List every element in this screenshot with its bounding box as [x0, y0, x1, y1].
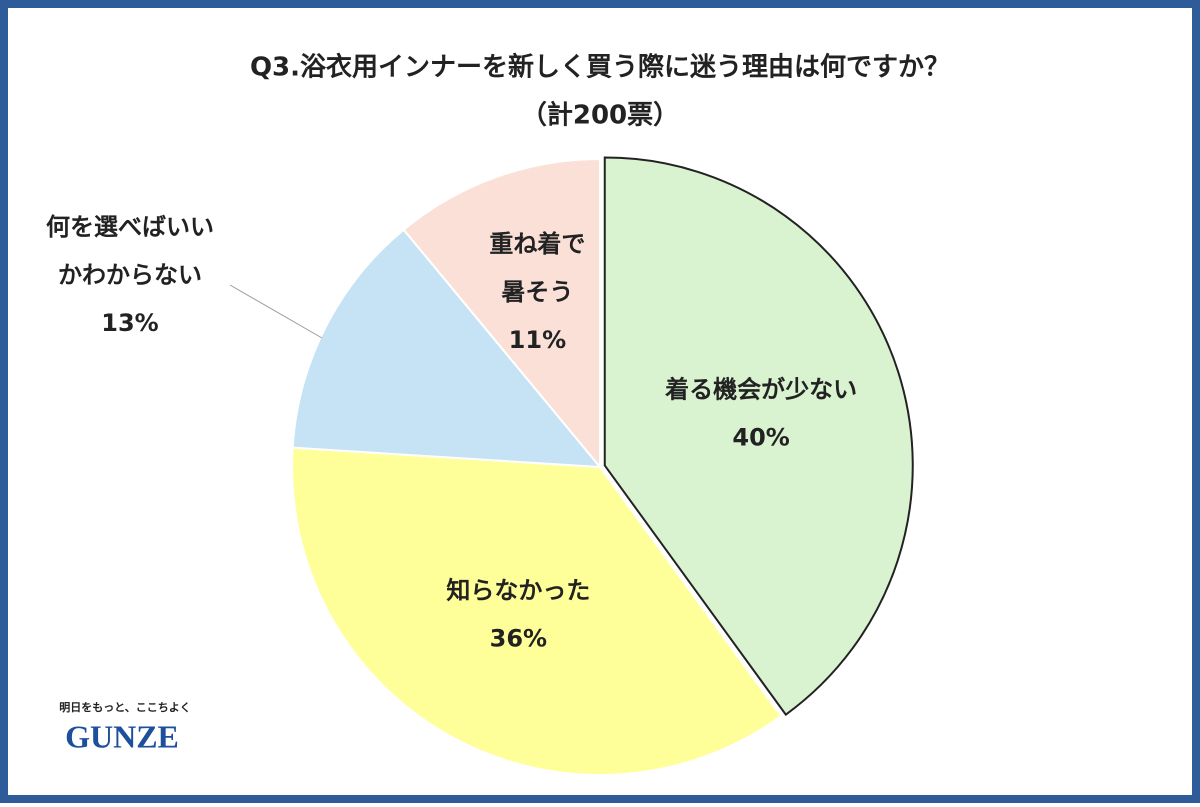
pie-slice — [291, 228, 603, 469]
pie-slice — [402, 157, 601, 470]
slice-label: 着る機会が少ない — [665, 376, 857, 404]
slice-label: 知らなかった — [446, 576, 590, 604]
pie-slice — [603, 156, 914, 717]
pie-slice — [291, 446, 783, 776]
slice-label: 何を選べばいい — [46, 213, 214, 241]
chart-title: Q3.浴衣用インナーを新しく買う際に迷う理由は何ですか？ — [250, 52, 950, 83]
logo-name: GUNZE — [65, 718, 179, 754]
value-label: 13% — [101, 309, 158, 337]
chart-subtitle: （計200票） — [521, 100, 679, 131]
leader-line — [229, 284, 323, 339]
value-label: 36% — [490, 624, 547, 652]
slice-label: かわからない — [58, 261, 202, 289]
logo: 明日をもっと、ここちよく GUNZE — [59, 701, 191, 754]
value-label: 11% — [509, 326, 566, 354]
logo-tagline: 明日をもっと、ここちよく — [59, 701, 191, 714]
value-label: 40% — [732, 424, 789, 452]
slice-label: 重ね着で — [489, 230, 585, 258]
slice-label: 暑そう — [501, 278, 573, 306]
